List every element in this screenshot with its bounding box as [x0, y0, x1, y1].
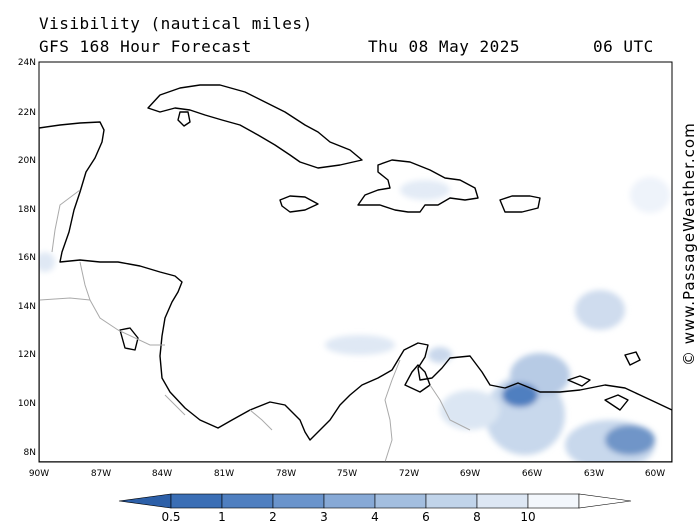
colorbar-swatch — [170, 493, 223, 509]
lon-tick: 87W — [91, 469, 111, 479]
longitude-axis: 90W 87W 84W 81W 78W 75W 72W 69W 66W 63W … — [29, 469, 665, 479]
country-borders — [39, 189, 471, 462]
colorbar-label: 8 — [473, 510, 481, 524]
lon-tick: 90W — [29, 469, 49, 479]
lat-tick: 20N — [18, 156, 36, 166]
colorbar-end-low — [118, 493, 172, 509]
lon-tick: 84W — [152, 469, 172, 479]
colorbar: 0.5 1 2 3 4 6 8 10 — [118, 493, 632, 524]
colorbar-end-high — [578, 493, 632, 509]
lat-tick: 18N — [18, 205, 36, 215]
colorbar-label: 1 — [218, 510, 226, 524]
lat-tick: 14N — [18, 302, 36, 312]
colorbar-label: 3 — [320, 510, 328, 524]
credit-text: © www.PassageWeather.com — [680, 122, 698, 366]
colorbar-label: 2 — [269, 510, 277, 524]
lon-tick: 63W — [584, 469, 604, 479]
lat-tick: 10N — [18, 399, 36, 409]
colorbar-label: 10 — [520, 510, 535, 524]
lat-tick: 22N — [18, 108, 36, 118]
colorbar-swatch — [221, 493, 274, 509]
coastlines — [39, 84, 672, 462]
lon-tick: 69W — [460, 469, 480, 479]
map-title: Visibility (nautical miles) — [39, 14, 313, 33]
lat-tick: 24N — [18, 58, 36, 68]
colorbar-swatch — [323, 493, 376, 509]
colorbar-label: 0.5 — [161, 510, 180, 524]
colorbar-swatch — [374, 493, 427, 509]
forecast-date: Thu 08 May 2025 — [368, 37, 520, 56]
colorbar-swatch — [476, 493, 529, 509]
lon-tick: 81W — [214, 469, 234, 479]
lat-tick: 8N — [24, 448, 36, 458]
lon-tick: 60W — [645, 469, 665, 479]
colorbar-swatch — [425, 493, 478, 509]
colorbar-swatch — [527, 493, 580, 509]
colorbar-label: 4 — [371, 510, 379, 524]
lon-tick: 66W — [522, 469, 542, 479]
latitude-axis: 24N 22N 20N 18N 16N 14N 12N 10N 8N — [18, 58, 36, 458]
lat-tick: 16N — [18, 253, 36, 263]
lon-tick: 78W — [276, 469, 296, 479]
visibility-shading — [39, 177, 670, 462]
forecast-time: 06 UTC — [593, 37, 654, 56]
colorbar-swatch — [272, 493, 325, 509]
forecast-subtitle: GFS 168 Hour Forecast — [39, 37, 252, 56]
map-frame — [38, 61, 673, 463]
lon-tick: 75W — [337, 469, 357, 479]
lat-tick: 12N — [18, 350, 36, 360]
colorbar-label: 6 — [422, 510, 430, 524]
lon-tick: 72W — [399, 469, 419, 479]
